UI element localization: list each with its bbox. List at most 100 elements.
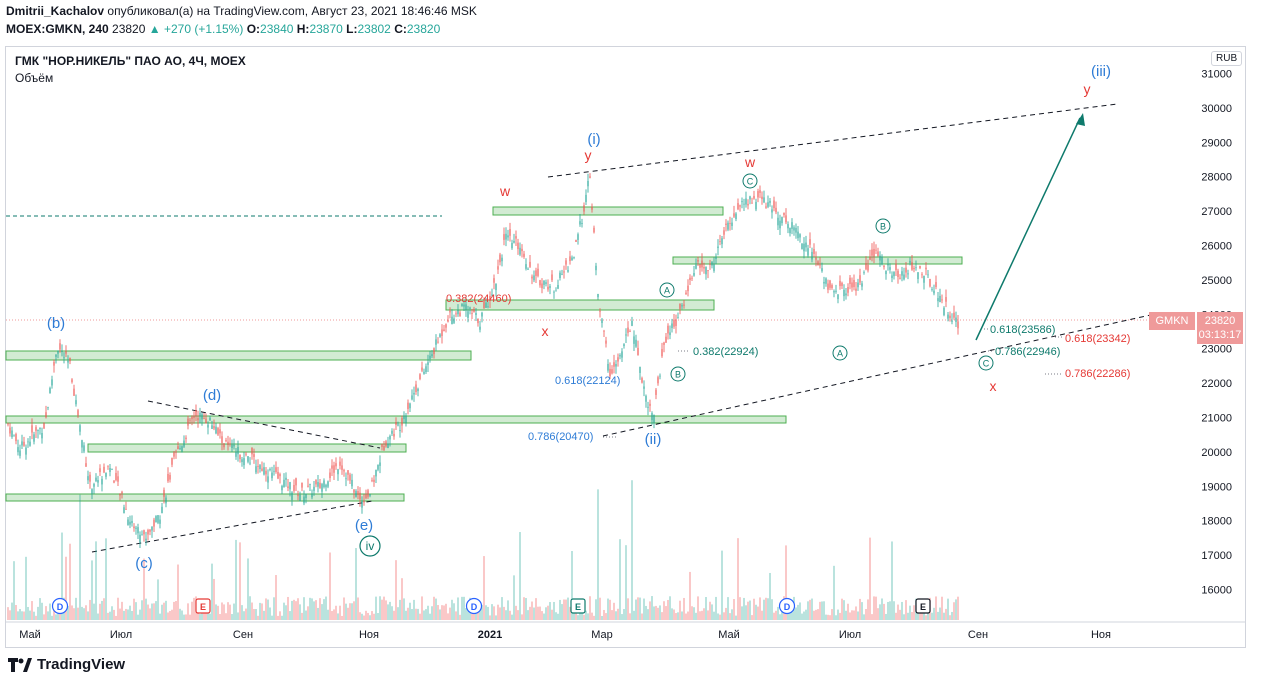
- volume-bar: [241, 605, 243, 620]
- y-tick-label: 27000: [1201, 206, 1232, 218]
- volume-bar: [277, 615, 279, 620]
- volume-bar: [165, 600, 167, 620]
- wave-circle: [742, 173, 758, 189]
- candle-body: [931, 289, 933, 291]
- volume-bar: [95, 541, 97, 620]
- candle-body: [853, 279, 855, 288]
- volume-bar: [875, 596, 877, 620]
- volume-bar: [231, 614, 233, 620]
- volume-bar: [661, 612, 663, 620]
- volume-bar: [821, 601, 823, 620]
- volume-bar: [677, 612, 679, 620]
- tradingview-logo[interactable]: TradingView: [8, 656, 125, 673]
- candle-body: [445, 324, 447, 328]
- candle-body: [765, 206, 767, 208]
- candle-body: [441, 329, 443, 337]
- candle-body: [827, 283, 829, 290]
- volume-bar: [535, 598, 537, 620]
- support-zone: [5, 350, 472, 361]
- candle-body: [437, 341, 439, 343]
- chart-frame[interactable]: [5, 46, 1246, 648]
- volume-bar: [39, 598, 41, 620]
- volume-bar: [867, 599, 869, 620]
- candle-body: [99, 468, 101, 473]
- volume-bar: [137, 614, 139, 620]
- volume-bar: [145, 598, 147, 620]
- candle-body: [131, 520, 133, 524]
- candle-body: [609, 368, 611, 377]
- dividend-marker-label: D: [57, 602, 64, 612]
- candle-body: [835, 290, 837, 292]
- candle-body: [937, 298, 939, 302]
- volume-bar: [333, 609, 335, 620]
- change-value: ▲ +270 (+1.15%): [148, 22, 244, 36]
- volume-bar: [869, 537, 871, 620]
- candle-body: [807, 248, 809, 256]
- trendline: [547, 103, 1118, 178]
- volume-bar: [817, 609, 819, 620]
- candle-body: [925, 267, 927, 270]
- volume-bar: [485, 605, 487, 620]
- volume-bar: [815, 609, 817, 620]
- volume-bar: [159, 613, 161, 620]
- volume-bar: [759, 597, 761, 620]
- candle-body: [263, 467, 265, 475]
- candle-body: [37, 430, 39, 432]
- volume-bar: [587, 613, 589, 620]
- candle-body: [269, 469, 271, 470]
- volume-bar: [893, 601, 895, 620]
- candle-body: [583, 205, 585, 212]
- candle-body: [665, 336, 667, 343]
- candle-body: [757, 191, 759, 198]
- candle-body: [333, 465, 335, 473]
- candle-body: [629, 331, 631, 333]
- candle-body: [541, 283, 543, 289]
- candle-body: [923, 276, 925, 283]
- volume-bar: [653, 606, 655, 620]
- volume-bar: [183, 614, 185, 620]
- volume-bar: [943, 612, 945, 620]
- candle-body: [715, 256, 717, 259]
- volume-bar: [549, 602, 551, 620]
- volume-bar: [891, 541, 893, 620]
- volume-bar: [743, 597, 745, 620]
- candle-body: [179, 447, 181, 449]
- author-name[interactable]: Dmitrii_Kachalov: [6, 4, 105, 18]
- volume-bar: [135, 602, 137, 620]
- candle-body: [323, 480, 325, 488]
- candle-body: [107, 465, 109, 467]
- candle-body: [537, 268, 539, 276]
- volume-bar: [683, 597, 685, 620]
- volume-bar: [905, 600, 907, 620]
- volume-bar: [527, 610, 529, 620]
- volume-bar: [173, 601, 175, 620]
- candle-body: [935, 282, 937, 288]
- candle-body: [671, 323, 673, 329]
- volume-bar: [641, 613, 643, 620]
- volume-bar: [411, 608, 413, 620]
- volume-bar: [285, 605, 287, 620]
- candle-body: [49, 387, 51, 394]
- volume-bar: [635, 599, 637, 620]
- candle-body: [865, 263, 867, 270]
- x-tick-label: Сен: [968, 629, 988, 641]
- candle-body: [363, 500, 365, 503]
- volume-bar: [131, 610, 133, 620]
- volume-bar: [569, 606, 571, 620]
- candle-body: [623, 344, 625, 347]
- candle-body: [387, 443, 389, 449]
- volume-bar: [631, 480, 633, 620]
- currency-button[interactable]: RUB: [1211, 51, 1243, 66]
- candle-body: [829, 280, 831, 288]
- volume-bar: [109, 611, 111, 620]
- candle-body: [243, 458, 245, 466]
- candle-body: [345, 478, 347, 480]
- volume-bar: [245, 608, 247, 620]
- y-tick-label: 20000: [1201, 447, 1232, 459]
- candle-body: [301, 482, 303, 488]
- candle-body: [425, 366, 427, 373]
- candle-body: [823, 281, 825, 284]
- volume-bar: [209, 613, 211, 620]
- candle-body: [75, 400, 77, 405]
